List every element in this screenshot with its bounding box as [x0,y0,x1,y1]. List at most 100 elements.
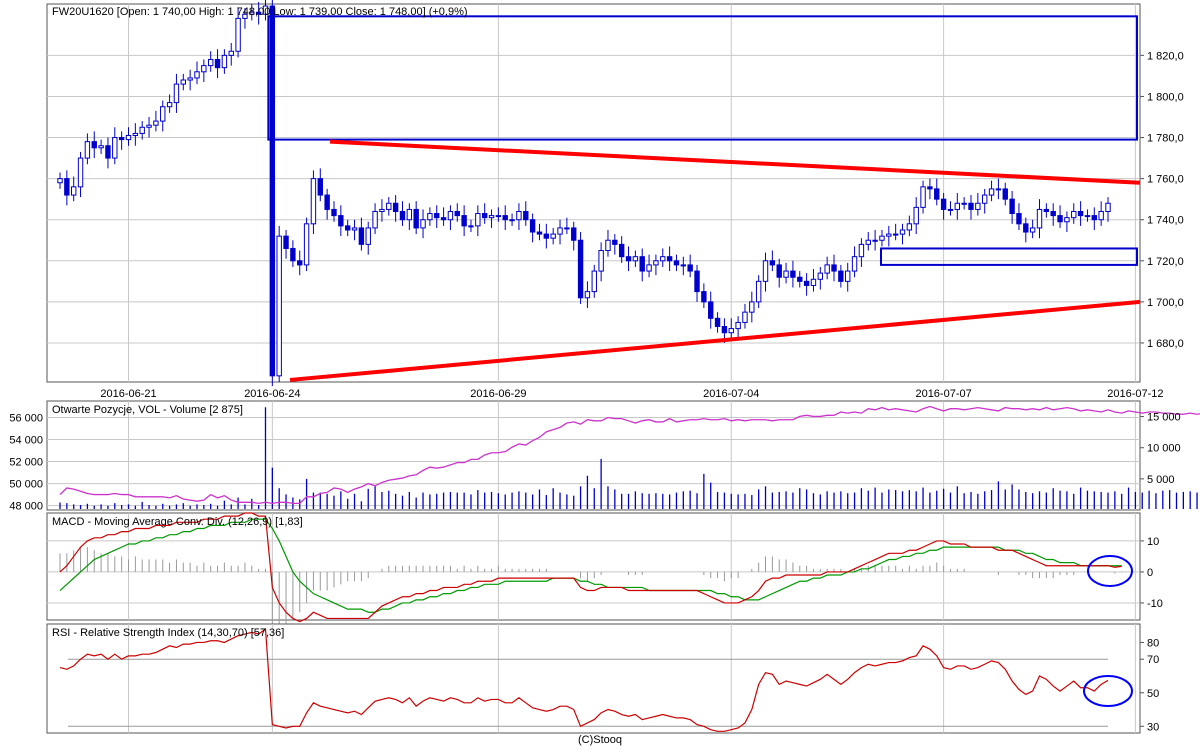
candle-body [310,178,317,225]
candle-body [194,71,200,79]
candle [769,250,776,272]
rsi-panel: 30 50 70 80 RSI - Relative Strength Index (… [46,623,1159,734]
candle [701,283,707,309]
candle [824,256,830,280]
y-tick-label: 1 800,0 [1147,91,1184,103]
candle [797,271,803,288]
candle-body [618,243,625,258]
candle [735,316,741,339]
candle-body [118,137,125,141]
candle [762,252,769,292]
candle [988,180,995,202]
candle-body [447,210,454,221]
candle [392,195,399,222]
candle-body [509,219,515,222]
macd-annotation-circle [1087,555,1133,587]
candle [77,151,84,198]
left-tick-label: 56 000 [9,413,43,425]
candle-body [660,256,666,262]
candle [1105,197,1111,222]
candle [1057,205,1063,228]
candle [413,201,419,235]
candle-body [502,215,508,221]
candle-body [653,260,659,266]
candle-body [64,178,70,196]
candle-body [523,210,529,221]
candle-body [160,106,166,122]
candle [1091,207,1098,230]
candle-body [776,264,782,278]
candle-body [1043,208,1050,212]
candle [1050,203,1056,226]
candle [173,73,180,113]
candle [427,207,433,226]
candle [879,229,885,247]
candle [1002,182,1008,206]
left-tick-label: 50 000 [9,479,43,491]
candle [290,240,296,267]
candle [249,4,255,21]
candle [543,223,550,249]
candle [947,201,954,216]
candle-body [249,11,255,15]
candle-body [632,256,639,262]
candle [776,258,782,288]
candle-body [420,219,426,229]
candle-body [481,213,488,219]
candle-body [351,227,358,231]
candle [221,49,228,74]
x-tick-label: 2016-06-24 [244,388,300,400]
candle-body [755,280,762,303]
macd-y-axis: -10 0 10 [1140,536,1163,610]
x-tick-label: 2016-06-29 [470,388,526,400]
candle-body [728,328,734,334]
candle-body [461,215,467,227]
candle [516,203,522,230]
x-tick-label: 2016-07-07 [915,388,971,400]
candle-body [680,264,687,267]
candle [98,139,104,154]
candle [673,254,680,272]
candle-body [1023,223,1029,233]
candle-body [968,202,974,210]
candle [1023,217,1029,243]
x-tick-label: 2016-06-21 [100,388,156,400]
candle [892,223,899,241]
support-box [880,247,1138,266]
candle-body [324,194,330,210]
candle-body [797,276,803,282]
candle-body [899,229,906,235]
candle [742,303,748,329]
candle-body [105,145,111,159]
candle-body [995,188,1002,191]
date-axis: 2016-06-21 2016-06-24 2016-06-29 2016-07-04… [100,388,1163,400]
candle [934,178,940,206]
candle-body [975,202,981,210]
open-interest-line [59,405,1200,505]
candle-body [536,231,543,235]
y-tick-label: 50 [1147,688,1159,700]
candle-body [605,239,611,252]
candle-body [817,272,824,280]
candle [70,176,77,202]
candle [803,273,810,296]
candle [975,193,981,216]
candle [331,201,337,222]
candle [228,43,234,66]
macd-series [59,512,1122,623]
candle [899,223,906,245]
candle [694,264,700,302]
candle [982,188,988,214]
candle-body [112,137,118,159]
rsi-series [59,627,1109,732]
right-tick-label: 15 000 [1147,412,1181,424]
candle [125,127,132,146]
candle [207,51,214,72]
candle-body [440,217,447,221]
candle-body [1002,188,1008,200]
price-trendlines [289,139,1141,382]
candle [91,131,97,159]
candle-body [372,210,378,229]
candle [666,246,673,272]
candle [995,178,1002,200]
